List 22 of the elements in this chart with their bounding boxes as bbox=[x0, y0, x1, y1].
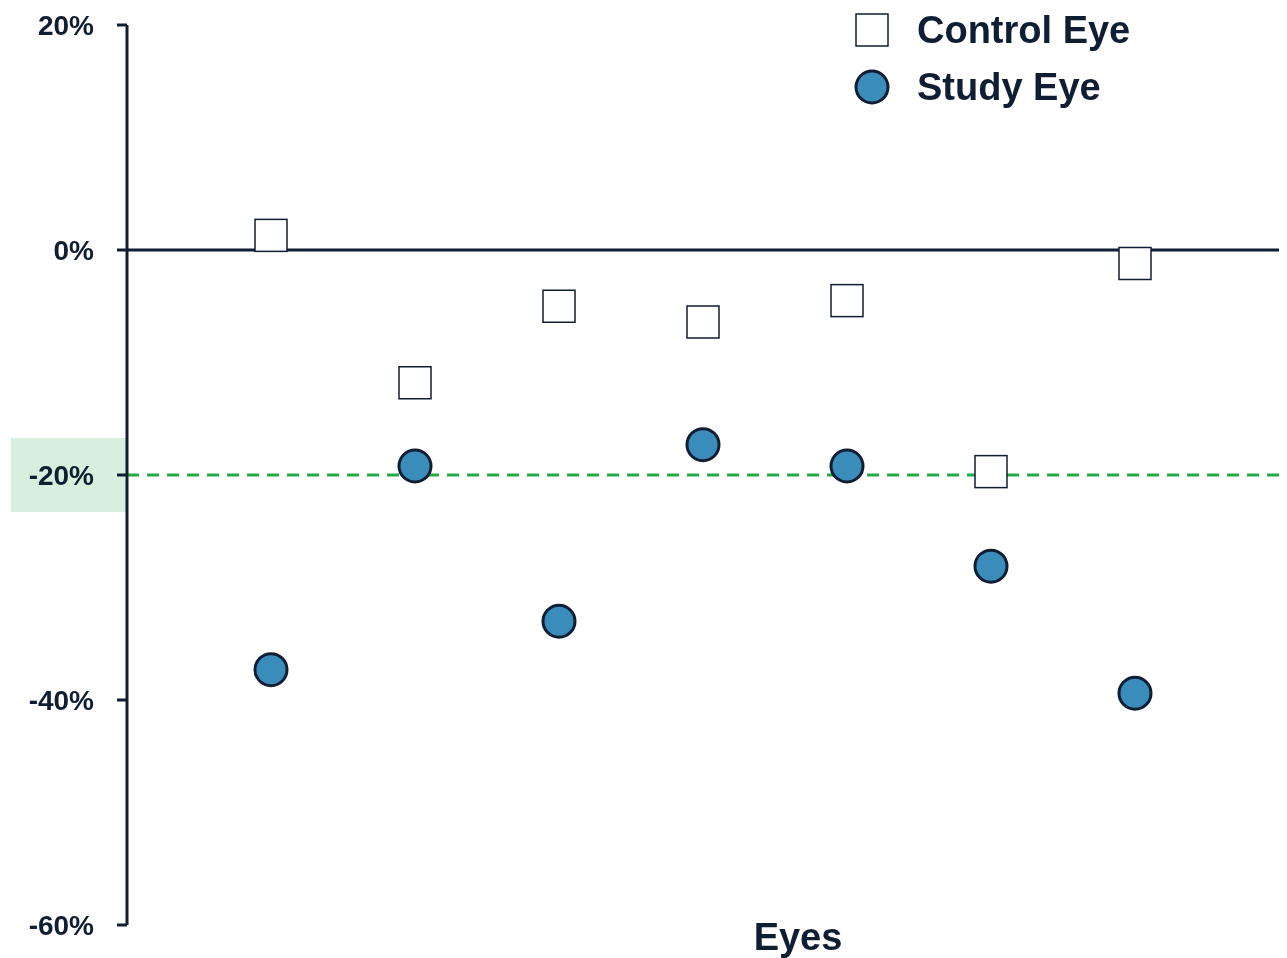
point bbox=[830, 283, 864, 318]
point bbox=[1118, 246, 1152, 281]
point bbox=[974, 454, 1008, 489]
y-tick-label: -20% bbox=[28, 459, 95, 491]
point bbox=[973, 548, 1009, 584]
y-tick-label: -60% bbox=[28, 909, 95, 941]
x-axis-title: Eyes bbox=[753, 916, 843, 958]
legend-label: Study Eye bbox=[917, 66, 1101, 109]
point bbox=[541, 603, 577, 639]
point bbox=[398, 366, 432, 400]
y-tick-label: 20% bbox=[37, 9, 95, 41]
point bbox=[686, 305, 720, 339]
point bbox=[1117, 675, 1153, 711]
point bbox=[253, 652, 289, 688]
y-tick-label: 0% bbox=[53, 234, 95, 266]
point bbox=[254, 218, 288, 253]
point bbox=[542, 289, 576, 323]
point bbox=[397, 448, 433, 484]
point bbox=[829, 448, 865, 484]
y-tick-label: -40% bbox=[28, 684, 95, 716]
point bbox=[685, 427, 721, 463]
legend-label: Control Eye bbox=[917, 9, 1131, 52]
